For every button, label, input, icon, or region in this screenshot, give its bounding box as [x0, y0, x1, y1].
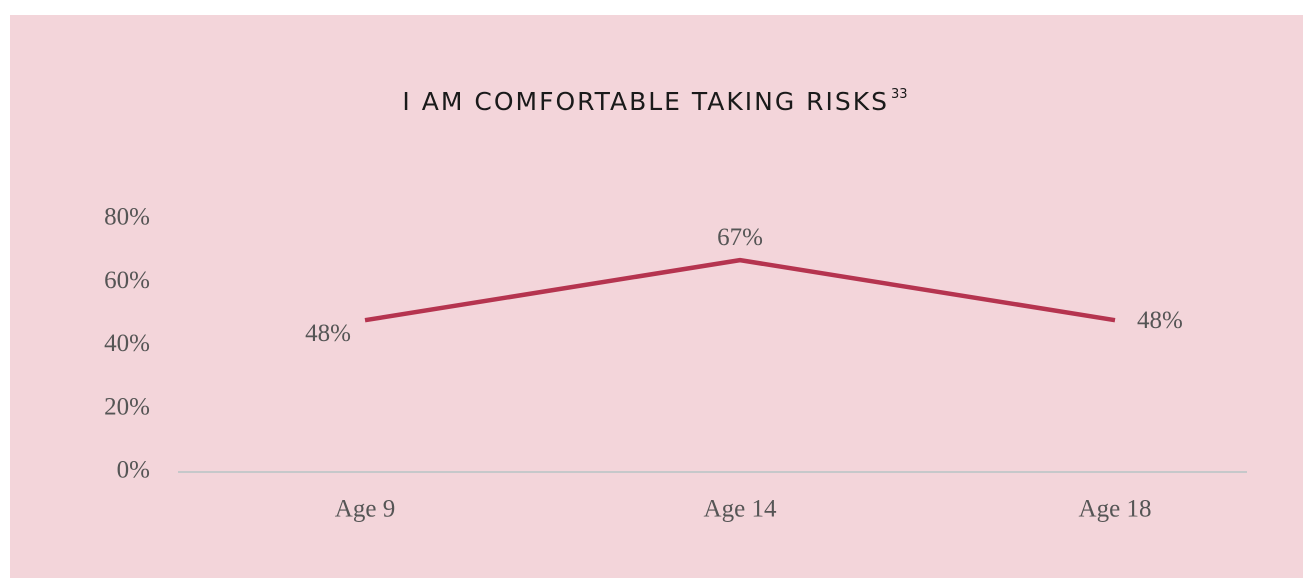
- data-label: 48%: [305, 320, 351, 347]
- x-tick-label: Age 18: [1079, 496, 1152, 523]
- data-line: [364, 257, 1116, 323]
- y-tick-label: 40%: [104, 330, 150, 357]
- y-tick-label: 60%: [104, 267, 150, 294]
- chart-title-group: I AM COMFORTABLE TAKING RISKS 33: [402, 87, 907, 116]
- chart-background: [10, 15, 1303, 578]
- y-tick-label: 20%: [104, 393, 150, 420]
- x-tick-label: Age 9: [335, 496, 395, 523]
- y-tick-label: 0%: [117, 457, 150, 484]
- y-tick-label: 80%: [104, 204, 150, 231]
- data-label: 67%: [717, 224, 763, 251]
- chart-title: I AM COMFORTABLE TAKING RISKS: [402, 87, 889, 116]
- data-label: 48%: [1137, 307, 1183, 334]
- x-tick-label: Age 14: [704, 496, 777, 523]
- title-superscript: 33: [891, 87, 908, 102]
